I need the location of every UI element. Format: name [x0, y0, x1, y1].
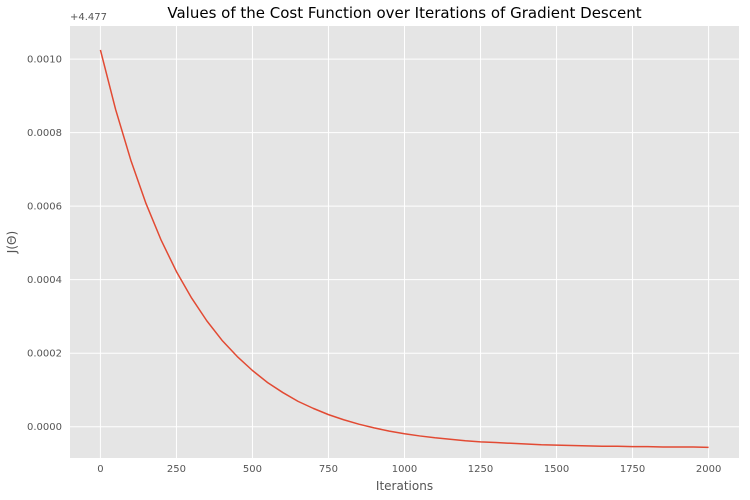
tick-labels: 0 250 500 750 1000 1250 1500 1750 2000 0.0000 0.00…	[27, 55, 721, 475]
grid-lines	[70, 26, 739, 458]
x-tick-label: 1250	[468, 464, 493, 475]
series-layer	[99, 49, 709, 449]
x-tick-label: 1000	[392, 464, 417, 475]
y-offset-label: +4.477	[70, 12, 107, 23]
x-tick-label: 2000	[696, 464, 721, 475]
x-tick-label: 0	[97, 464, 103, 475]
x-axis-label: Iterations	[376, 479, 433, 493]
cost-series-line	[99, 49, 709, 449]
chart-title: Values of the Cost Function over Iterati…	[167, 4, 641, 22]
y-axis-label: J(Θ)	[5, 231, 19, 254]
x-tick-label: 250	[167, 464, 186, 475]
y-tick-label: 0.0008	[27, 128, 62, 139]
x-tick-label: 750	[319, 464, 338, 475]
x-tick-label: 1750	[620, 464, 645, 475]
x-tick-label: 500	[243, 464, 262, 475]
y-tick-label: 0.0010	[27, 55, 62, 66]
x-tick-label: 1500	[544, 464, 569, 475]
y-tick-label: 0.0004	[27, 275, 62, 286]
y-tick-label: 0.0002	[27, 349, 62, 360]
y-tick-label: 0.0006	[27, 202, 62, 213]
y-tick-label: 0.0000	[27, 422, 62, 433]
